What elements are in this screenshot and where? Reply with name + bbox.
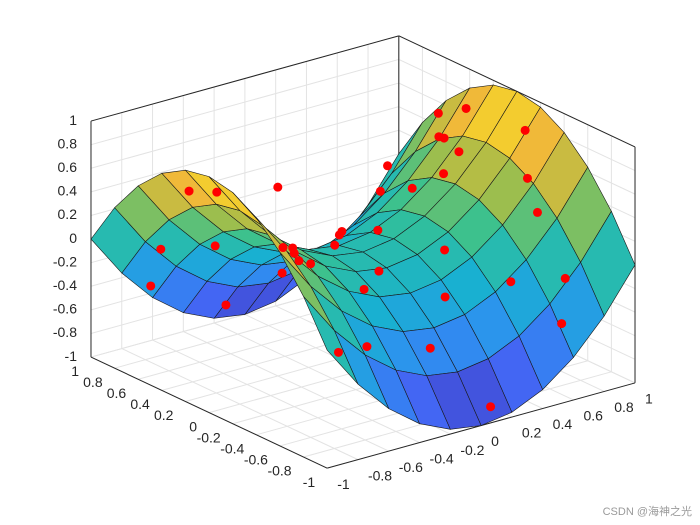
data-point: [212, 187, 222, 197]
data-point: [486, 402, 496, 412]
z-tick-label: 0.4: [58, 183, 78, 199]
data-point: [373, 225, 383, 235]
z-tick-label: -0.4: [53, 277, 77, 293]
y-tick-label: 0.2: [154, 407, 174, 423]
watermark: CSDN @海神之光: [603, 504, 692, 518]
data-point: [375, 186, 385, 196]
surface: [90, 84, 636, 430]
data-point: [156, 244, 166, 254]
data-point: [288, 243, 298, 253]
data-point: [333, 347, 343, 357]
y-tick-label: 0: [189, 418, 197, 434]
data-point: [461, 103, 471, 113]
data-point: [433, 108, 443, 118]
data-point: [330, 240, 340, 250]
grid-line: [90, 82, 399, 169]
x-tick-label: 0.8: [614, 399, 634, 415]
data-point: [146, 281, 156, 291]
x-tick-label: -0.4: [430, 450, 454, 466]
data-point: [278, 243, 288, 253]
data-point: [184, 186, 194, 196]
y-tick-label: -0.8: [267, 463, 291, 479]
data-point: [506, 277, 516, 287]
data-point: [532, 207, 542, 217]
data-point: [439, 133, 449, 143]
x-tick-label: -0.2: [460, 442, 484, 458]
data-point: [294, 256, 304, 266]
grid-line: [90, 58, 399, 146]
data-point: [440, 245, 450, 255]
data-point: [273, 182, 283, 192]
y-tick-label: 0.8: [83, 374, 103, 390]
data-point: [522, 173, 532, 183]
data-point: [277, 268, 287, 278]
y-tick-label: 0.4: [130, 396, 150, 412]
data-point: [210, 241, 220, 251]
points: [146, 103, 570, 412]
data-point: [440, 292, 450, 302]
x-tick-label: 0.4: [553, 416, 573, 432]
data-point: [454, 147, 464, 157]
data-point: [560, 273, 570, 283]
x-tick-label: 0.2: [522, 425, 542, 441]
z-tick-label: 0.6: [58, 159, 78, 175]
surface-patch: [303, 296, 359, 385]
data-point: [306, 259, 316, 269]
z-tick-label: 1: [69, 112, 77, 128]
data-point: [383, 161, 393, 171]
data-point: [362, 342, 372, 352]
axis-line: [90, 356, 328, 469]
x-tick-label: 0.6: [583, 408, 603, 424]
data-point: [374, 266, 384, 276]
z-tick-label: -0.6: [53, 301, 77, 317]
z-tick-label: 0.8: [58, 135, 78, 151]
y-tick-label: -0.2: [197, 429, 221, 445]
x-tick-label: -0.6: [399, 459, 423, 475]
data-point: [557, 319, 567, 329]
axis-line: [90, 35, 399, 122]
data-point: [520, 125, 530, 135]
data-point: [439, 169, 449, 179]
x-tick-label: -0.8: [368, 467, 392, 483]
z-tick-label: -0.8: [53, 324, 77, 340]
x-tick-label: -1: [337, 476, 350, 492]
y-tick-label: -0.4: [220, 441, 244, 457]
y-tick-label: -0.6: [244, 452, 268, 468]
data-point: [425, 343, 435, 353]
z-tick-label: -1: [65, 348, 78, 364]
y-tick-label: 0.6: [107, 385, 127, 401]
data-point: [407, 183, 417, 193]
x-tick-label: 0: [491, 433, 499, 449]
data-point: [221, 300, 231, 310]
z-tick-label: 0.2: [58, 206, 78, 222]
z-tick-label: 0: [69, 230, 77, 246]
z-tick-label: -0.2: [53, 253, 77, 269]
data-point: [359, 284, 369, 294]
tick-labels: -1-0.8-0.6-0.4-0.200.20.40.60.81-1-0.8-0…: [53, 112, 653, 492]
y-tick-label: 1: [71, 363, 79, 379]
y-tick-label: -1: [303, 474, 316, 490]
grid-line: [90, 106, 399, 193]
data-point: [337, 226, 347, 236]
x-tick-label: 1: [645, 391, 653, 407]
